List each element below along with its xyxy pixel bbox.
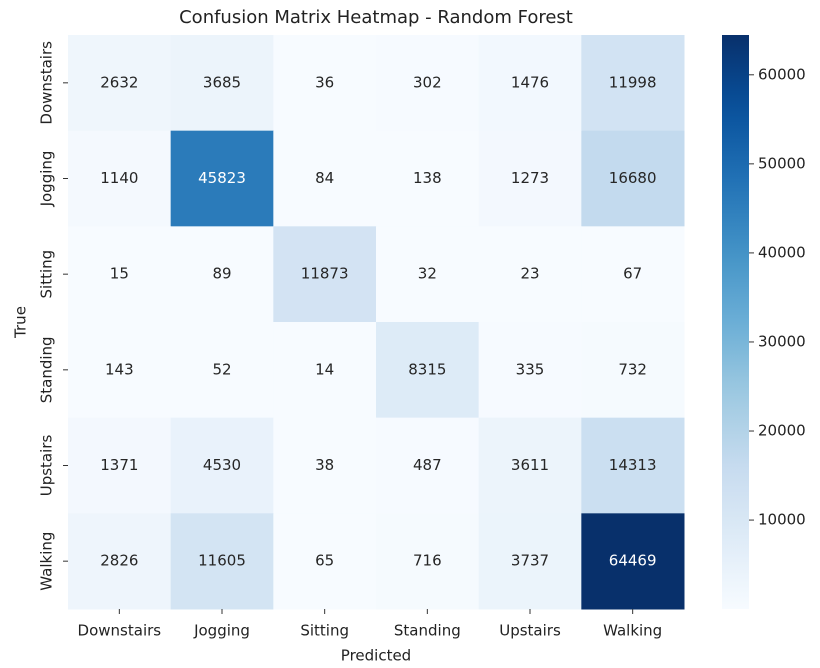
heatmap-cell — [581, 417, 685, 514]
cell-label: 1273 — [511, 169, 549, 187]
heatmap-cell — [273, 226, 377, 323]
heatmap-cell — [68, 35, 172, 132]
cell-label: 11605 — [198, 552, 246, 570]
cell-label: 84 — [315, 169, 334, 187]
cell-label: 716 — [413, 552, 442, 570]
cell-label: 14 — [315, 360, 334, 378]
heatmap-cell — [170, 130, 274, 227]
heatmap-cell — [68, 226, 172, 323]
cell-label: 3611 — [511, 456, 549, 474]
heatmap-cell — [478, 417, 582, 514]
cell-label: 32 — [418, 265, 437, 283]
cell-label: 335 — [516, 360, 545, 378]
x-axis-label: Predicted — [341, 647, 411, 665]
cell-label: 52 — [212, 360, 231, 378]
heatmap-cell — [170, 322, 274, 419]
heatmap-cell — [581, 130, 685, 227]
heatmap-cell — [581, 513, 685, 610]
heatmap-cell — [376, 226, 480, 323]
x-tick-label: Standing — [394, 622, 461, 640]
cell-label: 11998 — [609, 73, 657, 91]
x-tick-label: Sitting — [300, 622, 349, 640]
y-tick-label: Walking — [38, 532, 56, 591]
cell-label: 487 — [413, 456, 442, 474]
cell-label: 36 — [315, 73, 334, 91]
cell-label: 15 — [110, 265, 129, 283]
heatmap-cell — [273, 513, 377, 610]
heatmap-cell — [581, 35, 685, 132]
cell-label: 143 — [105, 360, 134, 378]
cell-label: 89 — [212, 265, 231, 283]
cell-label: 1476 — [511, 73, 549, 91]
cell-label: 302 — [413, 73, 442, 91]
x-tick-label: Jogging — [193, 622, 250, 640]
cell-label: 14313 — [609, 456, 657, 474]
heatmap-cell — [68, 130, 172, 227]
heatmap-cell — [68, 322, 172, 419]
heatmap-cell — [273, 35, 377, 132]
colorbar-tick-label: 40000 — [758, 243, 806, 261]
heatmap-cell — [68, 513, 172, 610]
x-tick-label: Downstairs — [78, 622, 162, 640]
colorbar-tick-label: 50000 — [758, 154, 806, 172]
heatmap-cell — [273, 322, 377, 419]
heatmap-cell — [273, 417, 377, 514]
cell-label: 11873 — [301, 265, 349, 283]
heatmap-cell — [376, 322, 480, 419]
chart-title: Confusion Matrix Heatmap - Random Forest — [179, 7, 573, 28]
heatmap-cell — [170, 226, 274, 323]
colorbar — [722, 35, 749, 609]
heatmap-cell — [376, 35, 480, 132]
y-tick-label: Standing — [38, 336, 56, 403]
heatmap-cell — [376, 130, 480, 227]
cell-label: 23 — [520, 265, 539, 283]
cell-label: 2632 — [100, 73, 138, 91]
colorbar-tick-label: 30000 — [758, 332, 806, 350]
heatmap-cell — [170, 513, 274, 610]
heatmap-cell — [581, 226, 685, 323]
cell-label: 8315 — [408, 360, 446, 378]
cell-label: 1371 — [100, 456, 138, 474]
x-tick-label: Walking — [603, 622, 662, 640]
cell-label: 4530 — [203, 456, 241, 474]
heatmap-cell — [170, 417, 274, 514]
cell-label: 2826 — [100, 552, 138, 570]
cell-label: 67 — [623, 265, 642, 283]
heatmap-cell — [478, 226, 582, 323]
heatmap-cell — [273, 130, 377, 227]
y-tick-label: Sitting — [38, 250, 56, 299]
cell-label: 3685 — [203, 73, 241, 91]
heatmap-cell — [376, 417, 480, 514]
colorbar-tick-label: 60000 — [758, 65, 806, 83]
y-tick-label: Downstairs — [38, 41, 56, 125]
cell-label: 3737 — [511, 552, 549, 570]
cell-label: 16680 — [609, 169, 657, 187]
heatmap-cell — [478, 513, 582, 610]
y-tick-label: Upstairs — [38, 435, 56, 497]
cell-label: 138 — [413, 169, 442, 187]
heatmap-cell — [478, 322, 582, 419]
colorbar-tick-label: 10000 — [758, 511, 806, 529]
y-axis-label: True — [12, 306, 30, 339]
cell-label: 64469 — [609, 552, 657, 570]
cell-label: 65 — [315, 552, 334, 570]
cell-label: 45823 — [198, 169, 246, 187]
cell-label: 732 — [618, 360, 647, 378]
cell-label: 1140 — [100, 169, 138, 187]
heatmap-cell — [478, 35, 582, 132]
y-tick-label: Jogging — [38, 151, 56, 208]
heatmap-cell — [68, 417, 172, 514]
heatmap-cell — [478, 130, 582, 227]
heatmap-cell — [376, 513, 480, 610]
cell-label: 38 — [315, 456, 334, 474]
colorbar-tick-label: 20000 — [758, 422, 806, 440]
heatmap-cell — [581, 322, 685, 419]
x-tick-label: Upstairs — [499, 622, 561, 640]
heatmap-cell — [170, 35, 274, 132]
